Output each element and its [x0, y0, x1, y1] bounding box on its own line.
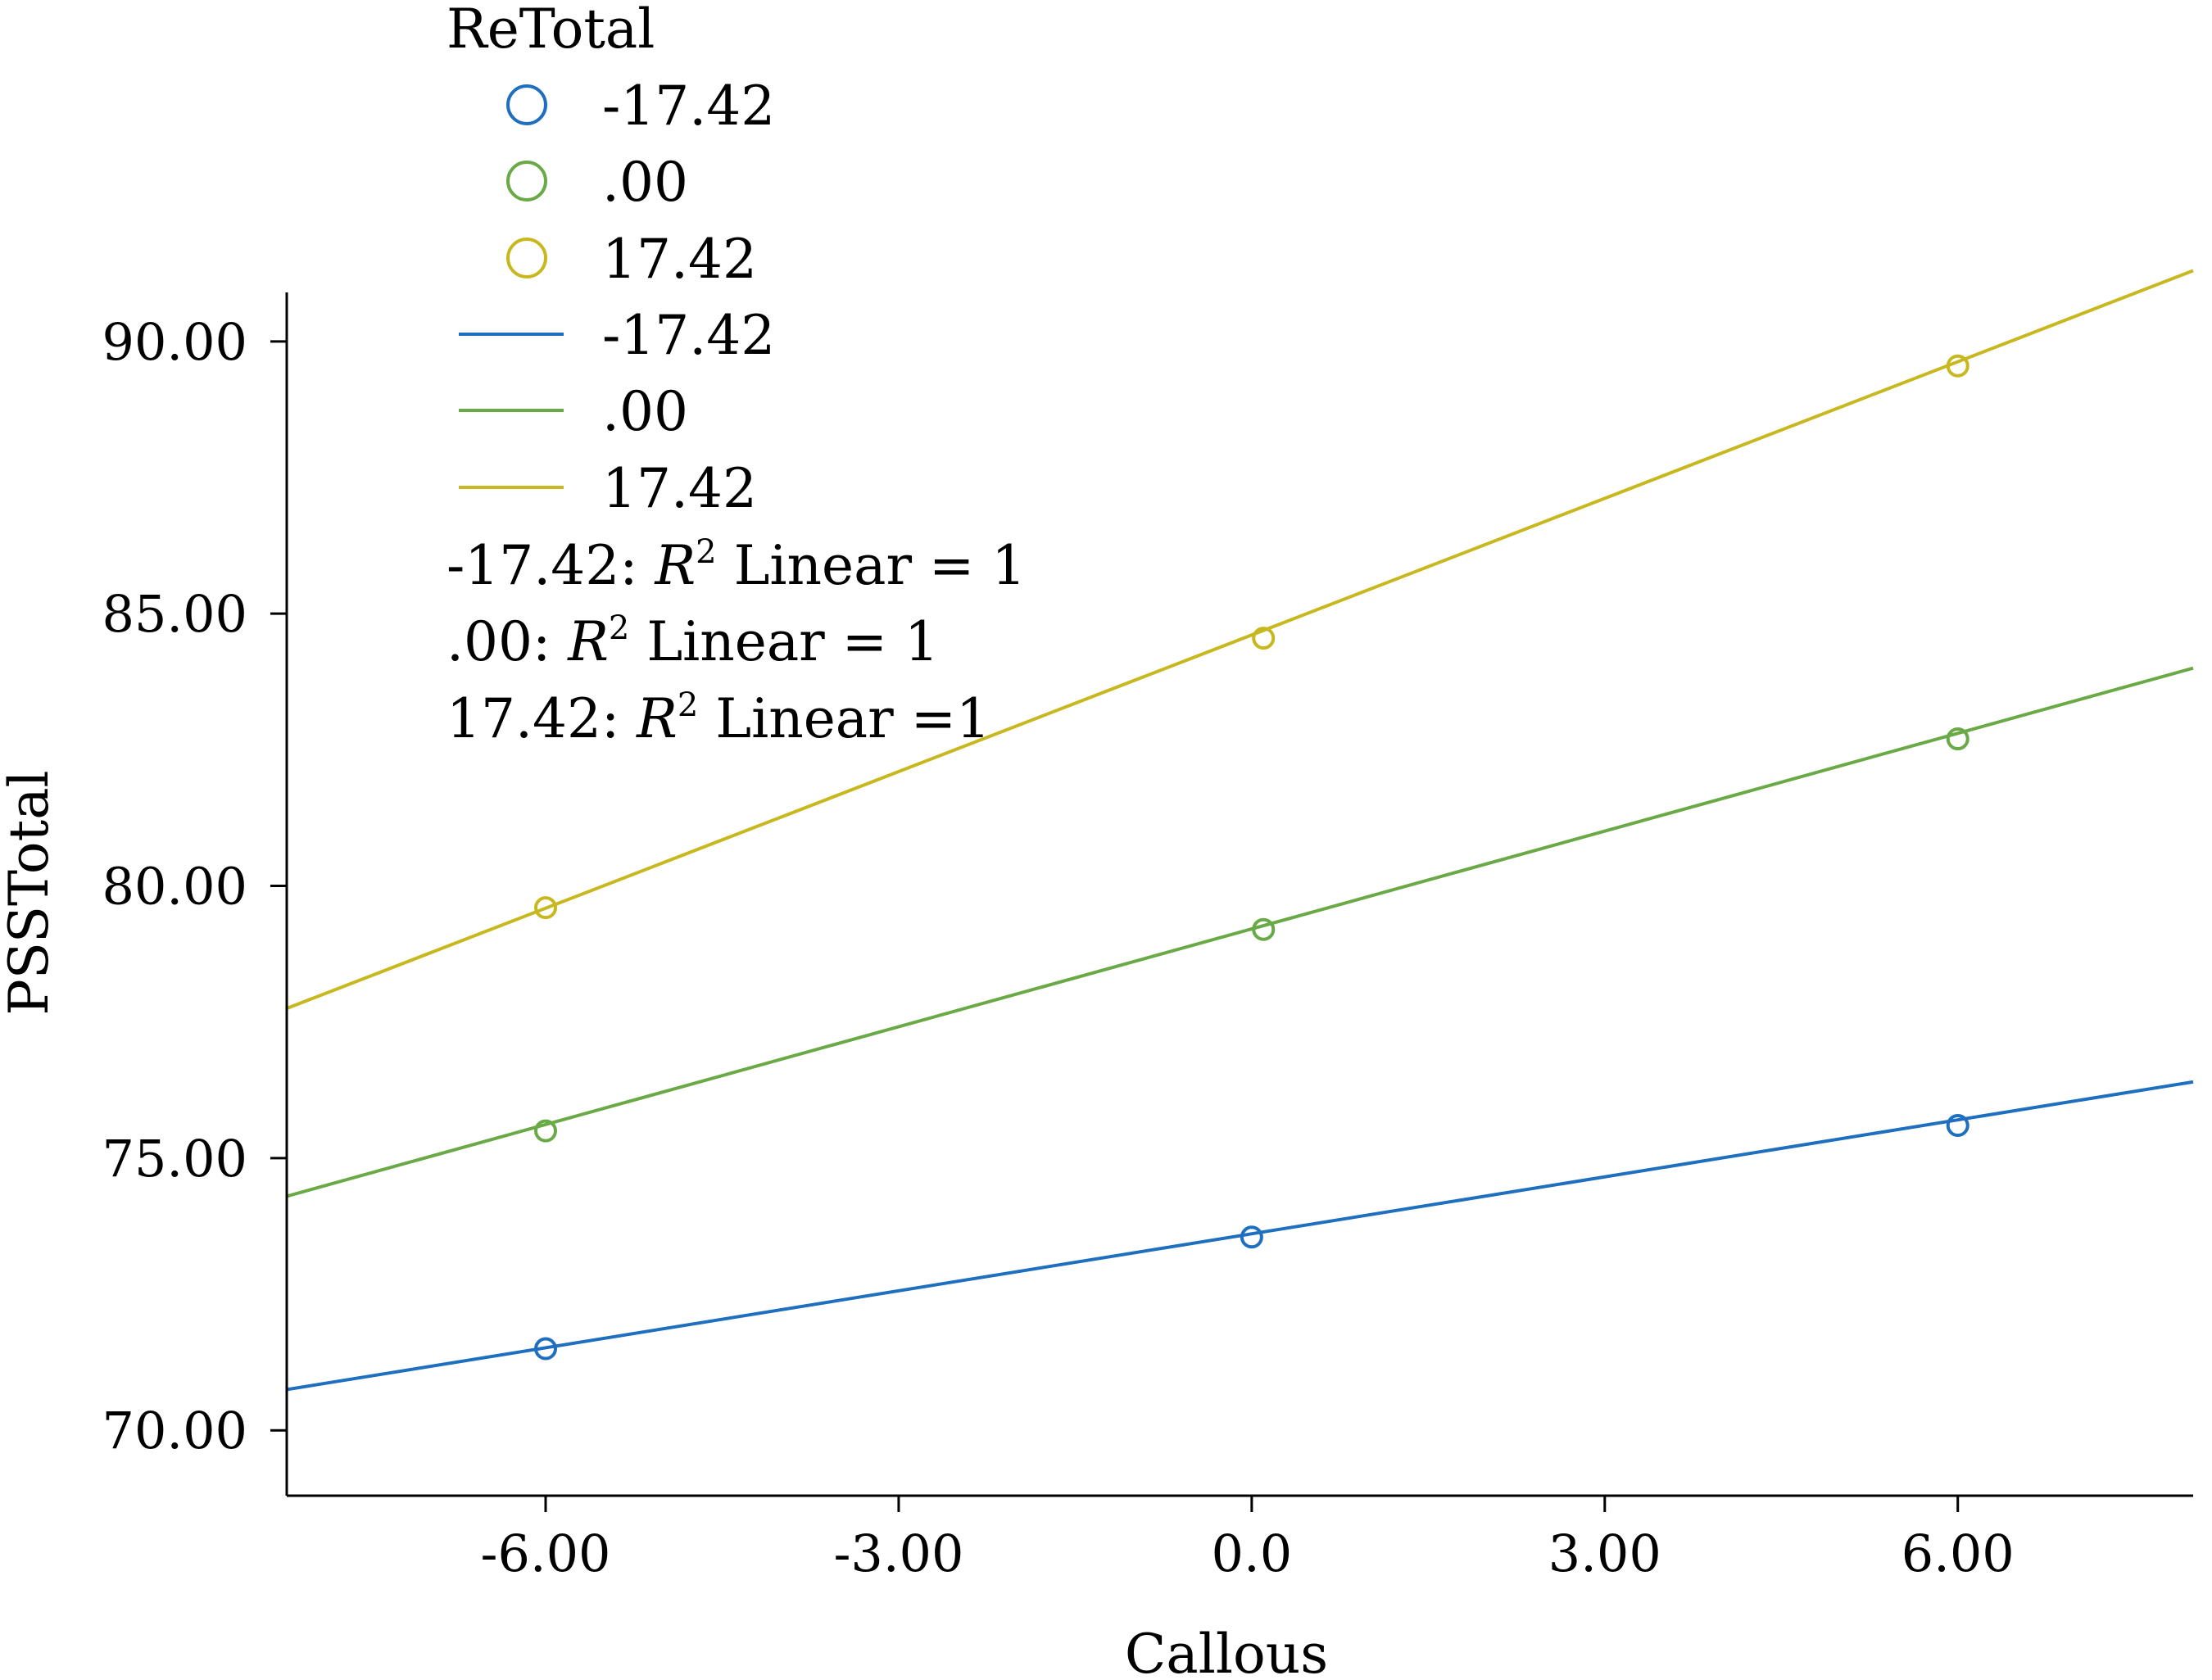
y-tick-label: 80.00 [102, 857, 248, 917]
legend-marker-label: -17.42 [602, 75, 775, 138]
x-tick-label: -3.00 [833, 1524, 963, 1583]
y-ticks: 70.00 75.00 80.00 85.00 90.00 [102, 312, 287, 1460]
fit-line [287, 1080, 2194, 1392]
x-tick-label: 6.00 [1902, 1524, 2015, 1583]
fit-annotation: -17.42: R2 Linear = 1 [446, 533, 1026, 597]
data-point [1252, 627, 1276, 650]
y-axis-title: PSSTotal [0, 770, 61, 1015]
y-tick-label: 70.00 [102, 1401, 248, 1460]
fit-line [287, 666, 2194, 1198]
legend-line-label: 17.42 [602, 457, 757, 520]
data-point [1946, 727, 1969, 751]
fit-annotation: 17.42: R2 Linear =1 [446, 686, 990, 750]
data-point [1946, 1114, 1969, 1137]
legend-marker-label: .00 [602, 151, 688, 214]
fit-lines [287, 269, 2194, 1392]
legend: ReTotal -17.42 .00 17.42 -17.42 .00 17.4… [446, 0, 1026, 750]
data-points [534, 354, 1969, 1361]
legend-marker-icon [506, 238, 547, 278]
data-point [1946, 354, 1969, 378]
legend-marker-icon [506, 84, 547, 125]
fit-line [287, 269, 2194, 1010]
data-point [1240, 1225, 1263, 1249]
fit-annotation: .00: R2 Linear = 1 [446, 609, 939, 673]
legend-title: ReTotal [446, 0, 655, 61]
y-tick-label: 90.00 [102, 312, 248, 372]
x-tick-label: 3.00 [1548, 1524, 1661, 1583]
legend-marker-label: 17.42 [602, 228, 757, 291]
legend-marker-icon [506, 161, 547, 202]
data-point [534, 1337, 558, 1361]
legend-line-label: -17.42 [602, 304, 775, 367]
legend-line-label: .00 [602, 380, 688, 443]
data-point [1252, 917, 1276, 941]
data-point [534, 896, 558, 920]
x-tick-label: 0.0 [1212, 1524, 1293, 1583]
x-tick-label: -6.00 [481, 1524, 611, 1583]
data-point [534, 1119, 558, 1143]
y-tick-label: 85.00 [102, 584, 248, 644]
x-ticks: -6.00 -3.00 0.0 3.00 6.00 [481, 1496, 2015, 1583]
axes [285, 292, 2193, 1497]
x-axis-title: Callous [1125, 1623, 1328, 1680]
y-tick-label: 75.00 [102, 1129, 248, 1189]
